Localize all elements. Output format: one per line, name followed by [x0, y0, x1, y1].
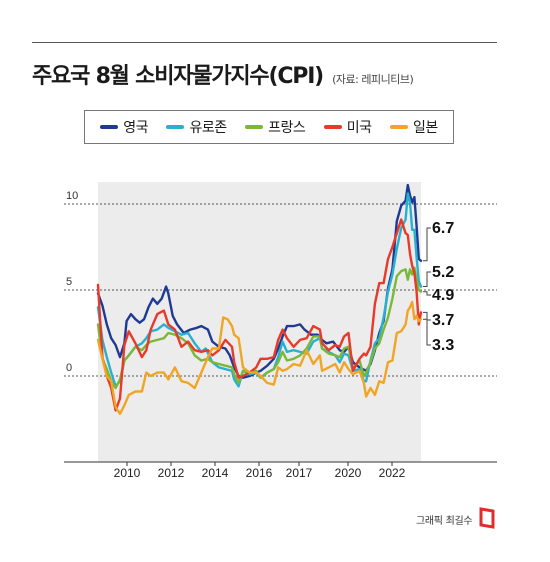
title-block: 주요국 8월 소비자물가지수(CPI) (자료: 레피니티브) [32, 58, 414, 90]
end-value-label: 4.9 [432, 287, 454, 304]
x-tick-label: 2017 [286, 466, 313, 480]
legend-item: 일본 [389, 117, 438, 137]
legend-swatch [323, 125, 342, 129]
legend-label: 일본 [412, 120, 438, 136]
end-label-leader [423, 291, 431, 296]
series-line [96, 218, 423, 412]
data-span-shading [98, 182, 421, 462]
x-tick-label: 2016 [246, 466, 273, 480]
top-rule [32, 42, 497, 43]
x-tick-label: 2020 [335, 466, 362, 480]
x-tick-label: 2014 [202, 466, 229, 480]
end-label-leader [423, 271, 431, 288]
end-label-leader [423, 311, 431, 321]
legend-swatch [389, 125, 408, 129]
series-line [96, 300, 423, 415]
x-tick-label: 2012 [158, 466, 185, 480]
legend-item: 영국 [100, 117, 148, 137]
legend-item: 프랑스 [245, 117, 306, 137]
legend-label: 미국 [346, 120, 372, 136]
legend-swatch [100, 125, 119, 129]
end-value-label: 6.7 [432, 220, 454, 237]
end-value-label: 3.7 [432, 312, 454, 329]
y-tick-label: 5 [66, 276, 72, 288]
legend-label: 영국 [123, 120, 148, 136]
legend-label: 프랑스 [268, 120, 306, 136]
graphic-credit: 그래픽 최길수 [416, 516, 473, 527]
chart-legend: 영국 유로존 프랑스 미국 일본 [84, 110, 454, 144]
chart-source: (자료: 레피니티브) [332, 73, 414, 86]
legend-item: 유로존 [166, 117, 227, 137]
end-value-label: 3.3 [432, 337, 454, 354]
end-value-label: 5.2 [432, 264, 454, 281]
y-tick-label: 10 [66, 190, 78, 202]
x-tick-label: 2022 [379, 466, 406, 480]
publisher-logo-icon [479, 507, 495, 529]
x-tick-label: 2010 [114, 466, 141, 480]
legend-label: 유로존 [189, 120, 227, 136]
end-label-leader [423, 227, 431, 262]
legend-item: 미국 [323, 117, 372, 137]
series-line [96, 266, 423, 390]
legend-swatch [166, 125, 185, 129]
chart-title: 주요국 8월 소비자물가지수(CPI) [32, 64, 324, 89]
legend-swatch [245, 125, 264, 129]
end-label-leader [423, 318, 431, 346]
y-tick-label: 0 [66, 362, 72, 374]
